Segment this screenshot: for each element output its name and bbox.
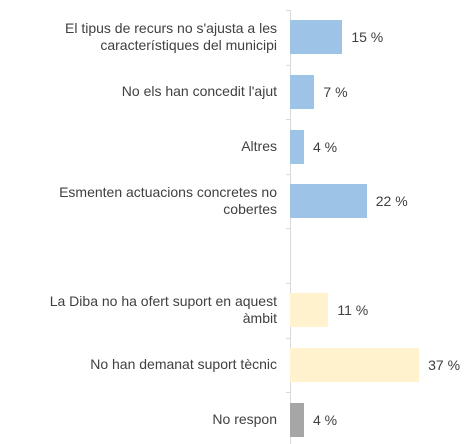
value-label: 7 % (323, 83, 348, 100)
axis-tick (286, 392, 290, 394)
category-label: No els han concedit l'ajut (10, 66, 277, 118)
bar (290, 402, 304, 437)
category-text: No els han concedit l'ajut (121, 83, 277, 100)
category-label: Altres (10, 121, 277, 173)
category-axis (290, 10, 291, 444)
category-text: El tipus de recurs no s'ajusta a les car… (64, 20, 277, 54)
category-label: El tipus de recurs no s'ajusta a les car… (10, 11, 277, 63)
bar (290, 293, 329, 328)
value-label: 22 % (375, 193, 408, 210)
axis-tick (286, 64, 290, 66)
category-text: No respon (212, 411, 277, 427)
value-label: 4 % (312, 411, 338, 428)
bar (290, 20, 343, 55)
category-text: Esmenten actuacions concretes no coberte… (59, 184, 277, 218)
bar (290, 184, 367, 219)
axis-tick (286, 10, 290, 11)
bar (290, 129, 304, 164)
bar (290, 347, 420, 382)
category-label: La Diba no ha ofert suport en aquest àmb… (10, 284, 277, 336)
category-text: No han demanat suport tècnic (90, 356, 277, 373)
axis-tick (286, 337, 290, 339)
category-text: La Diba no ha ofert suport en aquest àmb… (49, 293, 277, 327)
axis-tick (286, 228, 290, 230)
category-label: Esmenten actuacions concretes no coberte… (10, 175, 277, 227)
category-label: No han demanat suport tècnic (10, 339, 277, 391)
bar (290, 74, 315, 109)
category-text: Altres (241, 138, 277, 154)
axis-tick (286, 119, 290, 121)
value-label: 37 % (428, 356, 461, 373)
axis-tick (286, 173, 290, 175)
value-label: 11 % (337, 302, 369, 319)
value-label: 15 % (351, 29, 384, 46)
category-label: No respon (10, 394, 277, 444)
axis-tick (286, 283, 290, 284)
value-label: 4 % (312, 138, 338, 155)
